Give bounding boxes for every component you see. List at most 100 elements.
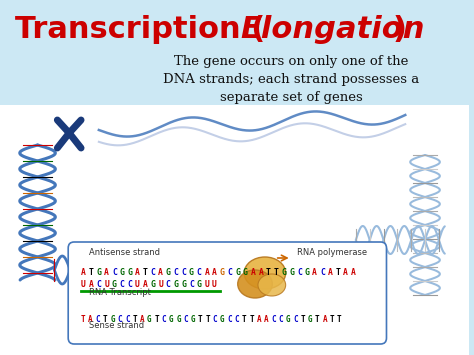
Text: T: T	[330, 315, 334, 324]
Text: C: C	[189, 280, 194, 289]
Ellipse shape	[238, 270, 273, 298]
Text: C: C	[173, 268, 178, 277]
Text: G: G	[286, 315, 291, 324]
Text: G: G	[169, 315, 173, 324]
Text: T: T	[266, 268, 271, 277]
Text: G: G	[173, 280, 178, 289]
Text: A: A	[351, 268, 356, 277]
Text: G: G	[112, 280, 117, 289]
Text: A: A	[104, 268, 109, 277]
Text: T: T	[89, 268, 94, 277]
Text: T: T	[81, 315, 86, 324]
Text: C: C	[119, 280, 125, 289]
Text: G: G	[235, 268, 240, 277]
Text: T: T	[205, 315, 210, 324]
Text: G: G	[128, 268, 132, 277]
Text: A: A	[81, 268, 86, 277]
Text: C: C	[271, 315, 276, 324]
Text: C: C	[181, 268, 186, 277]
Text: U: U	[212, 280, 217, 289]
Text: Antisense strand: Antisense strand	[89, 248, 160, 257]
Text: A: A	[322, 315, 327, 324]
Text: G: G	[305, 268, 310, 277]
Text: T: T	[143, 268, 147, 277]
Text: C: C	[125, 315, 129, 324]
Ellipse shape	[244, 257, 286, 289]
Text: A: A	[212, 268, 217, 277]
Text: C: C	[320, 268, 325, 277]
Text: A: A	[343, 268, 348, 277]
Text: G: G	[181, 280, 186, 289]
Text: C: C	[235, 315, 239, 324]
Text: A: A	[328, 268, 333, 277]
Text: C: C	[297, 268, 302, 277]
Text: Sense strand: Sense strand	[89, 321, 144, 330]
Text: A: A	[143, 280, 147, 289]
Text: U: U	[81, 280, 86, 289]
Text: C: C	[228, 268, 232, 277]
Text: U: U	[135, 280, 140, 289]
Text: U: U	[204, 280, 210, 289]
Text: A: A	[312, 268, 317, 277]
Text: G: G	[150, 280, 155, 289]
Text: C: C	[197, 268, 201, 277]
Text: C: C	[293, 315, 298, 324]
Text: ): )	[392, 16, 406, 44]
Text: A: A	[135, 268, 140, 277]
Text: G: G	[220, 315, 225, 324]
Text: T: T	[274, 268, 279, 277]
Text: G: G	[243, 268, 248, 277]
Text: C: C	[150, 268, 155, 277]
Text: G: G	[197, 280, 201, 289]
Text: T: T	[154, 315, 159, 324]
Text: C: C	[96, 315, 100, 324]
Ellipse shape	[258, 274, 286, 296]
Text: G: G	[282, 268, 286, 277]
Text: C: C	[166, 280, 171, 289]
Text: G: G	[220, 268, 225, 277]
Text: T: T	[337, 315, 342, 324]
Text: A: A	[256, 315, 261, 324]
Text: C: C	[162, 315, 166, 324]
Text: Transcription (: Transcription (	[15, 16, 265, 44]
Text: C: C	[128, 280, 132, 289]
Text: G: G	[308, 315, 312, 324]
Text: G: G	[97, 268, 101, 277]
Text: C: C	[97, 280, 101, 289]
Text: G: G	[110, 315, 115, 324]
Text: C: C	[112, 268, 117, 277]
Text: A: A	[158, 268, 163, 277]
Text: G: G	[166, 268, 171, 277]
Text: C: C	[183, 315, 188, 324]
Text: Elongation: Elongation	[240, 16, 425, 44]
Text: A: A	[89, 280, 94, 289]
Text: T: T	[301, 315, 305, 324]
Text: A: A	[264, 315, 269, 324]
Text: U: U	[158, 280, 163, 289]
Text: C: C	[118, 315, 122, 324]
Text: T: T	[242, 315, 246, 324]
Text: T: T	[198, 315, 203, 324]
Text: A: A	[251, 268, 255, 277]
Text: C: C	[213, 315, 218, 324]
Text: A: A	[258, 268, 263, 277]
Text: G: G	[147, 315, 152, 324]
Text: RNA Transcript: RNA Transcript	[89, 288, 151, 297]
Text: U: U	[104, 280, 109, 289]
Text: T: T	[249, 315, 254, 324]
Text: The gene occurs on only one of the
DNA strands; each strand possesses a
separate: The gene occurs on only one of the DNA s…	[164, 55, 419, 104]
Text: G: G	[191, 315, 195, 324]
Text: G: G	[119, 268, 125, 277]
Text: C: C	[279, 315, 283, 324]
Text: G: G	[289, 268, 294, 277]
Text: A: A	[204, 268, 210, 277]
Text: A: A	[139, 315, 144, 324]
Text: T: T	[336, 268, 340, 277]
Text: G: G	[176, 315, 181, 324]
Text: RNA polymerase: RNA polymerase	[297, 248, 367, 257]
Text: G: G	[189, 268, 194, 277]
FancyBboxPatch shape	[0, 105, 468, 355]
Text: T: T	[132, 315, 137, 324]
FancyBboxPatch shape	[68, 242, 386, 344]
Text: T: T	[315, 315, 320, 324]
